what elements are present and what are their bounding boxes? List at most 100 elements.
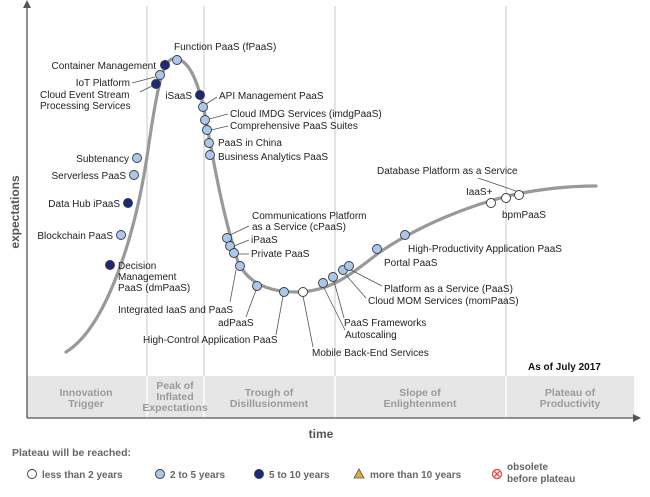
marker-cloud-imdg [200,115,210,125]
label-function-paas: Function PaaS (fPaaS) [174,42,276,53]
phase-band [27,376,634,418]
legend-marker-lt2 [27,469,37,479]
legend-label-lt2: less than 2 years [42,470,123,481]
phase-label-peak: Peak of Inflated Expectations [142,380,208,414]
marker-private-paas [229,248,239,258]
leader-line-platform-as-a-service [350,269,383,287]
label-paas-frameworks: PaaS Frameworks [344,318,426,329]
marker-business-analytics-paas [205,150,215,160]
marker-cloud-event-stream [151,79,161,89]
marker-platform-as-a-service [344,261,354,271]
label-portal-paas: Portal PaaS [384,258,438,269]
marker-bpmpaas [501,193,511,203]
label-platform-as-a-service: Platform as a Service (PaaS) [384,284,513,295]
marker-function-paas [172,55,182,65]
marker-subtenancy [132,153,142,163]
marker-adpaas [252,281,262,291]
y-axis-arrow-icon [23,0,31,8]
leader-line-adpaas [245,289,257,318]
label-mobile-back-end: Mobile Back-End Services [312,348,429,359]
marker-iot-platform [155,70,165,80]
leader-line-cloud-event-stream [139,85,153,93]
leader-line-database-platform [477,177,517,192]
technology-points [105,55,524,297]
label-subtenancy: Subtenancy [76,154,129,165]
label-decision-management: Decision Management PaaS (dmPaaS) [118,261,190,294]
label-bpmpaas: bpmPaaS [502,210,546,221]
label-cloud-event-stream: Cloud Event Stream Processing Services [40,90,131,112]
marker-portal-paas [372,244,382,254]
phase-label-innovation: Innovation Trigger [59,387,112,410]
label-isaas: iSaaS [165,91,192,102]
phase-labels: Innovation Trigger Peak of Inflated Expectat… [59,380,600,414]
label-iot-platform: IoT Platform [76,78,130,89]
marker-data-hub-ipaas [123,198,133,208]
label-business-analytics-paas: Business Analytics PaaS [218,152,328,163]
legend-marker-gt10 [353,468,365,479]
hype-curve [64,57,598,354]
label-autoscaling: Autoscaling [345,330,397,341]
marker-isaas [195,90,205,100]
phase-label-slope: Slope of Enlightenment [384,387,457,410]
leader-line-cloud-imdg [208,113,229,120]
leader-line-ipaas [233,239,250,247]
label-container-management: Container Management [51,61,156,72]
leader-line-api-management-paas [205,96,218,105]
marker-high-productivity-paas [400,230,410,240]
leader-line-high-control-paas [275,295,284,336]
marker-database-platform [514,190,524,200]
marker-comprehensive-paas [202,125,212,135]
marker-mobile-back-end [298,287,308,297]
label-adpaas: adPaaS [218,318,254,329]
label-blockchain-paas: Blockchain PaaS [37,231,113,242]
phase-band-dividers [146,376,507,418]
label-paas-in-china: PaaS in China [218,138,282,149]
legend-marker-5to10 [254,469,264,479]
leader-line-iot-platform [131,76,156,84]
x-axis-label: time [309,427,334,441]
label-integrated-iaas-paas: Integrated IaaS and PaaS [118,305,233,316]
leader-line-paas-frameworks [333,280,345,319]
legend-title: Plateau will be reached: [12,447,131,459]
legend-label-2to5: 2 to 5 years [170,470,225,481]
label-cloud-imdg: Cloud IMDG Services (imdgPaaS) [230,109,382,120]
leader-line-cloud-mom [344,273,367,299]
legend-label-5to10: 5 to 10 years [269,470,330,481]
label-high-productivity-paas: High-Productivity Application PaaS [408,244,562,255]
label-private-paas: Private PaaS [251,249,310,260]
y-axis-label: expectations [8,175,22,249]
x-axis-arrow-icon [633,414,641,422]
technology-labels: Decision Management PaaS (dmPaaS) Blockchai… [37,42,562,359]
legend-marker-obsolete [491,468,503,480]
marker-autoscaling [318,278,328,288]
leader-lines [131,76,517,348]
marker-paas-frameworks [328,272,338,282]
leader-line-comprehensive-paas [210,125,229,131]
marker-integrated-iaas-paas [235,261,245,271]
label-comprehensive-paas: Comprehensive PaaS Suites [230,121,358,132]
leader-line-communications-platform [229,225,250,236]
legend-marker-2to5 [155,469,165,479]
legend-label-gt10: more than 10 years [370,470,462,481]
marker-container-management [160,60,170,70]
phase-label-trough: Trough of Disillusionment [230,387,309,410]
as-of-date: As of July 2017 [528,362,601,373]
marker-decision-management [105,260,115,270]
legend-items: less than 2 years 2 to 5 years 5 to 10 yea… [27,462,575,485]
leader-line-autoscaling [323,287,346,331]
legend-label-obsolete: obsolete before plateau [507,462,575,485]
marker-paas-in-china [204,138,214,148]
label-ipaas: iPaaS [251,235,278,246]
label-iaas-plus: IaaS+ [466,187,493,198]
marker-high-control-paas [279,287,289,297]
marker-serverless-paas [129,170,139,180]
label-api-management-paas: API Management PaaS [219,91,324,102]
label-data-hub-ipaas: Data Hub iPaaS [48,199,120,210]
phase-label-plateau: Plateau of Productivity [540,387,601,410]
leader-line-mobile-back-end [302,295,314,348]
label-high-control-paas: High-Control Application PaaS [143,335,278,346]
label-cloud-mom: Cloud MOM Services (momPaaS) [368,296,519,307]
legend: Plateau will be reached: less than 2 yea… [12,447,575,485]
marker-blockchain-paas [116,230,126,240]
